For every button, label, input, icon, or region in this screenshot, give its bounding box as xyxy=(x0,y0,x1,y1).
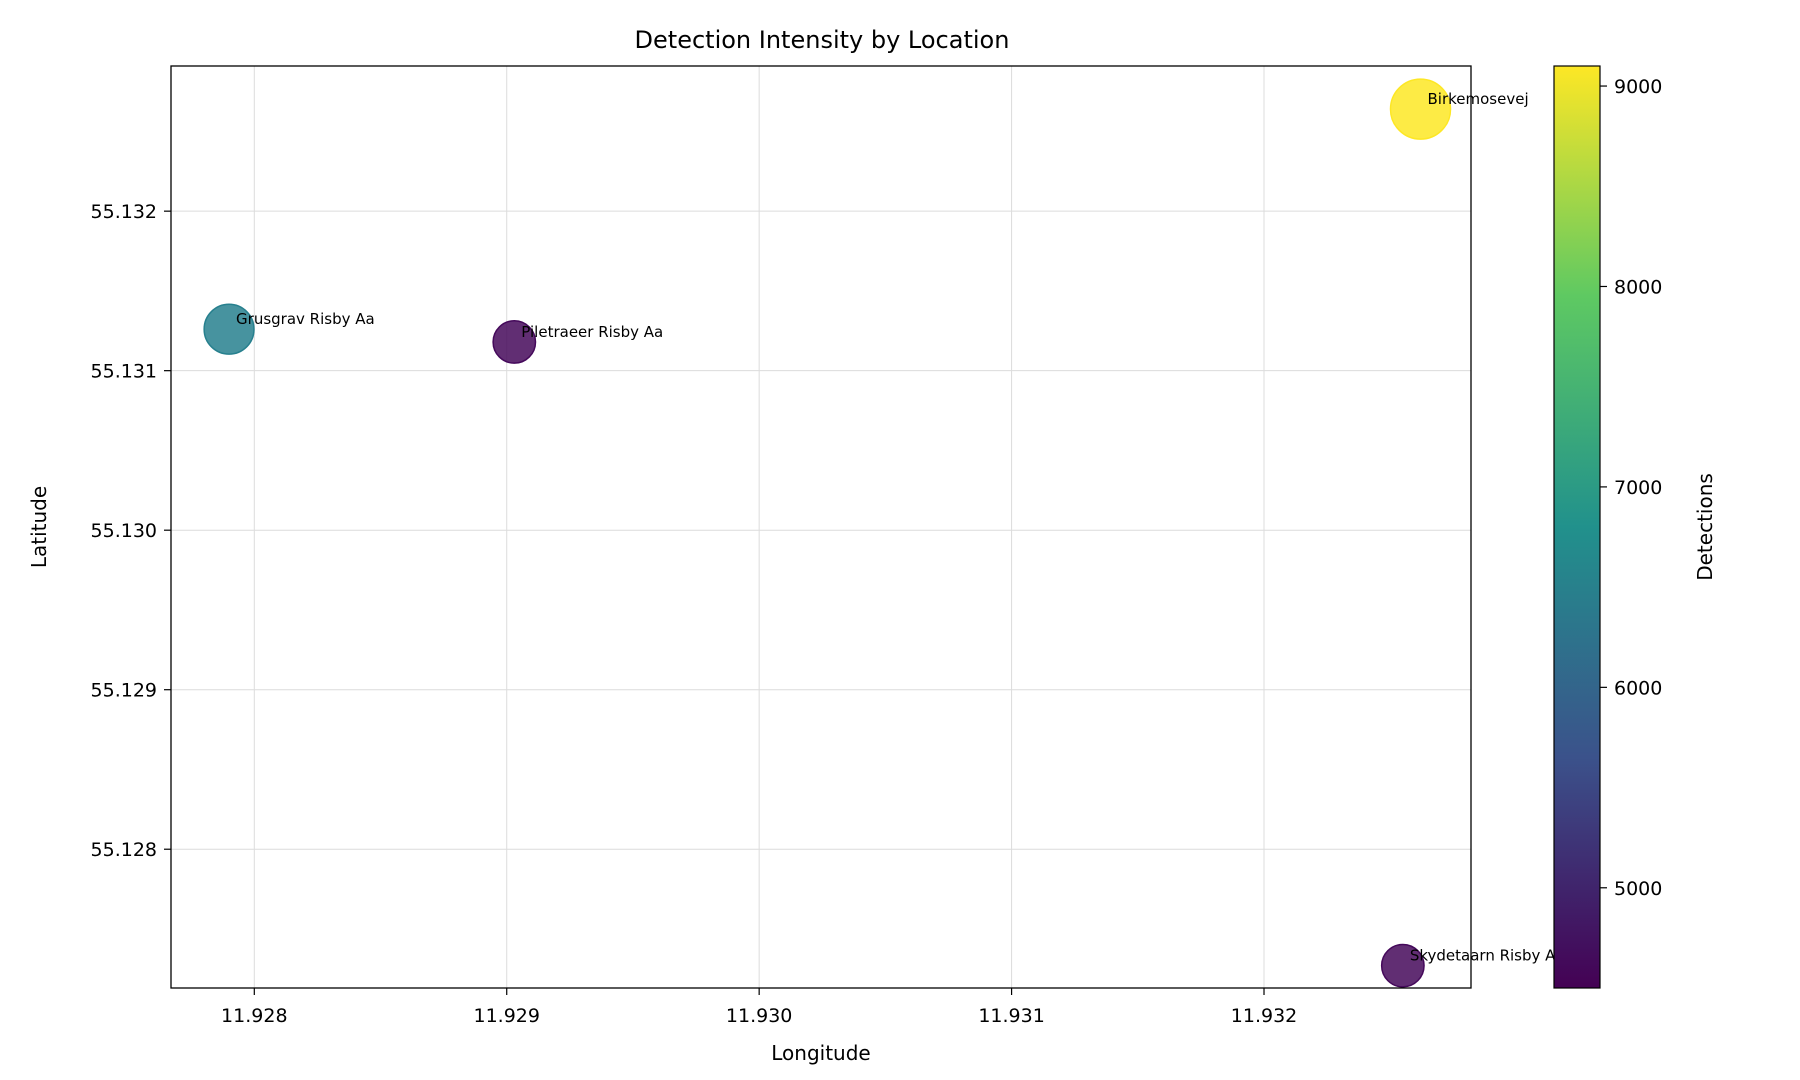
x-tick-label: 11.932 xyxy=(1231,1005,1297,1027)
y-tick-label: 55.130 xyxy=(91,520,157,542)
colorbar-tick-label: 6000 xyxy=(1614,677,1662,699)
y-tick-label: 55.129 xyxy=(91,680,157,702)
y-tick-label: 55.132 xyxy=(91,201,157,223)
x-tick-label: 11.931 xyxy=(978,1005,1044,1027)
point-labels: Grusgrav Risby Aa Piletraeer Risby Aa Birk… xyxy=(236,90,1565,965)
x-tick-label: 11.928 xyxy=(221,1005,287,1027)
colorbar xyxy=(1553,65,1601,989)
colorbar-tick-label: 9000 xyxy=(1614,76,1662,98)
point-label: Piletraeer Risby Aa xyxy=(521,323,663,341)
colorbar-ticks: 5000 6000 7000 8000 9000 xyxy=(1600,76,1662,900)
y-axis-title: Latitude xyxy=(27,486,51,568)
x-axis-ticks: 11.928 11.929 11.930 11.931 11.932 xyxy=(221,988,1297,1027)
grid-lines xyxy=(171,66,1471,988)
y-tick-label: 55.128 xyxy=(91,839,157,861)
point-label: Skydetaarn Risby Aa xyxy=(1410,947,1565,965)
colorbar-tick-label: 5000 xyxy=(1614,878,1662,900)
scatter-point xyxy=(1380,943,1425,988)
x-tick-label: 11.930 xyxy=(726,1005,792,1027)
point-label: Birkemosevej xyxy=(1428,90,1529,108)
scatter-point xyxy=(203,303,255,355)
plot-area-frame xyxy=(170,65,1472,989)
x-axis-title: Longitude xyxy=(771,1041,870,1065)
y-tick-label: 55.131 xyxy=(91,361,157,383)
y-axis-ticks: 55.128 55.129 55.130 55.131 55.132 xyxy=(91,201,171,861)
scatter-point xyxy=(1389,78,1452,140)
colorbar-tick-label: 8000 xyxy=(1614,276,1662,298)
x-tick-label: 11.929 xyxy=(473,1005,539,1027)
chart-title: Detection Intensity by Location xyxy=(635,26,1010,54)
scatter-point xyxy=(492,320,537,364)
point-label: Grusgrav Risby Aa xyxy=(236,310,375,328)
colorbar-tick-label: 7000 xyxy=(1614,477,1662,499)
data-points xyxy=(203,78,1452,988)
colorbar-title: Detections xyxy=(1693,473,1717,581)
